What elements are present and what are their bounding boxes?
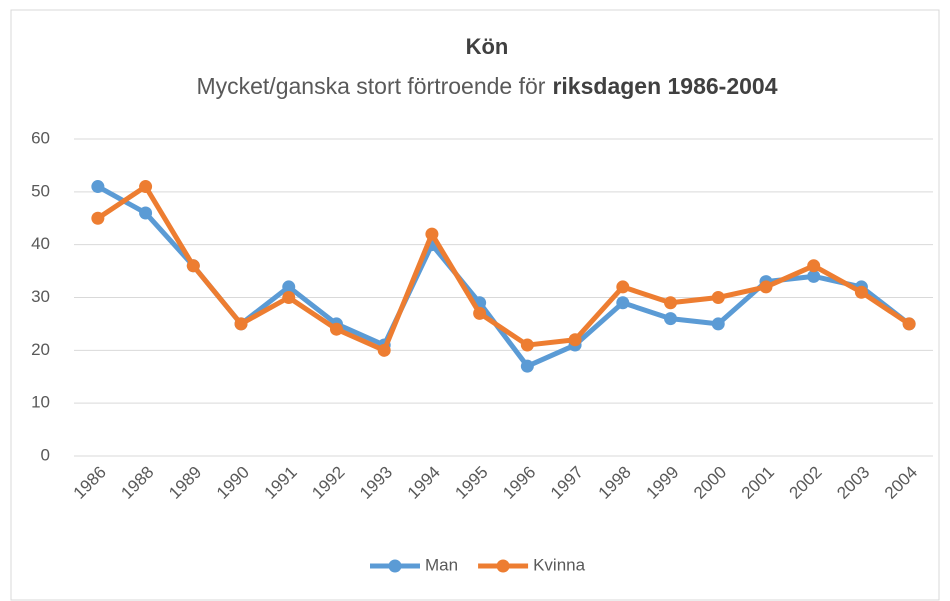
data-point: [664, 296, 678, 310]
legend-label: Man: [425, 555, 458, 574]
subtitle-bold: riksdagen 1986-2004: [552, 73, 777, 99]
data-point: [139, 206, 153, 220]
data-point: [711, 291, 725, 304]
data-point: [425, 227, 439, 241]
data-point: [282, 291, 296, 304]
y-tick-label: 20: [31, 340, 50, 359]
data-point: [139, 180, 153, 194]
legend-marker: [496, 559, 510, 573]
data-point: [902, 317, 916, 331]
data-point: [329, 322, 343, 336]
data-point: [282, 280, 296, 294]
y-tick-label: 30: [31, 287, 50, 306]
legend-label: Kvinna: [533, 555, 586, 574]
data-point: [234, 317, 248, 331]
data-point: [711, 317, 725, 331]
y-tick-label: 10: [31, 393, 50, 412]
data-point: [616, 296, 630, 310]
chart-subtitle: Mycket/ganska stort förtroende för riksda…: [196, 73, 777, 99]
data-point: [568, 333, 582, 347]
data-point: [854, 285, 868, 299]
data-point: [377, 343, 391, 357]
subtitle-part: Mycket/ganska stort förtroende för: [196, 73, 545, 99]
data-point: [473, 306, 487, 320]
data-point: [759, 280, 773, 294]
y-tick-label: 0: [41, 445, 50, 464]
data-point: [186, 259, 200, 273]
legend-marker: [388, 559, 402, 573]
data-point: [807, 269, 821, 283]
data-point: [616, 280, 630, 294]
data-point: [91, 180, 105, 194]
data-point: [807, 259, 821, 273]
data-point: [520, 338, 534, 352]
y-tick-label: 50: [31, 181, 50, 200]
data-point: [664, 312, 678, 326]
data-point: [520, 359, 534, 373]
y-tick-label: 60: [31, 128, 50, 147]
y-tick-label: 40: [31, 234, 50, 253]
chart-title: Kön: [466, 34, 509, 59]
series-line: [96, 184, 911, 353]
data-point: [91, 211, 105, 225]
